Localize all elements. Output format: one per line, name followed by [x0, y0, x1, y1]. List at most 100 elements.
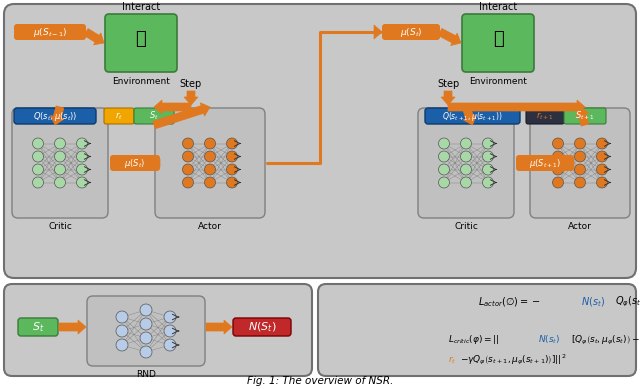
Text: $\mu(S_t)$: $\mu(S_t)$: [124, 156, 145, 170]
Text: Fig. 1: The overview of NSR.: Fig. 1: The overview of NSR.: [247, 376, 393, 386]
FancyBboxPatch shape: [564, 108, 606, 124]
FancyBboxPatch shape: [134, 108, 174, 124]
Circle shape: [116, 339, 128, 351]
FancyBboxPatch shape: [462, 14, 534, 72]
Circle shape: [140, 346, 152, 358]
Polygon shape: [448, 100, 585, 114]
Polygon shape: [59, 320, 86, 334]
Text: Environment: Environment: [112, 77, 170, 86]
Circle shape: [483, 177, 493, 188]
FancyBboxPatch shape: [87, 296, 205, 366]
Circle shape: [54, 164, 65, 175]
Circle shape: [438, 151, 449, 162]
Text: $r_t$: $r_t$: [448, 354, 456, 366]
Circle shape: [552, 138, 563, 149]
Circle shape: [461, 177, 472, 188]
Circle shape: [182, 151, 193, 162]
Circle shape: [54, 151, 65, 162]
Polygon shape: [206, 320, 232, 334]
Text: $[Q_{\varphi}\left(s_t,\mu_{\varphi}(s_t)\right) - $: $[Q_{\varphi}\left(s_t,\mu_{\varphi}(s_t…: [571, 333, 640, 347]
Text: $\mu(S_{t+1})$: $\mu(S_{t+1})$: [529, 156, 561, 170]
Circle shape: [596, 151, 607, 162]
FancyBboxPatch shape: [425, 108, 520, 124]
Text: Interact: Interact: [122, 2, 160, 12]
FancyBboxPatch shape: [418, 108, 514, 218]
Polygon shape: [441, 91, 455, 105]
Text: $N(S_t)$: $N(S_t)$: [248, 320, 276, 334]
Circle shape: [227, 177, 237, 188]
Circle shape: [575, 138, 586, 149]
Polygon shape: [438, 28, 461, 46]
Circle shape: [438, 177, 449, 188]
Circle shape: [227, 164, 237, 175]
Circle shape: [140, 332, 152, 344]
Circle shape: [575, 151, 586, 162]
Circle shape: [483, 164, 493, 175]
FancyBboxPatch shape: [318, 284, 636, 376]
Text: $N(s_t)$: $N(s_t)$: [538, 334, 561, 346]
Polygon shape: [154, 100, 191, 114]
FancyBboxPatch shape: [14, 108, 96, 124]
Circle shape: [33, 151, 44, 162]
Circle shape: [461, 151, 472, 162]
Circle shape: [33, 164, 44, 175]
Text: Actor: Actor: [568, 222, 592, 231]
Circle shape: [77, 164, 88, 175]
Text: $Q(s_{t+1},\mu(s_{t+1}))$: $Q(s_{t+1},\mu(s_{t+1}))$: [442, 109, 503, 123]
Circle shape: [54, 177, 65, 188]
Circle shape: [205, 138, 216, 149]
Polygon shape: [374, 25, 382, 39]
Text: Step: Step: [180, 79, 202, 89]
FancyBboxPatch shape: [516, 155, 574, 171]
Text: $- \gamma Q_{\varphi}\left(s_{t+1},\mu_{\varphi}(s_{t+1})\right)]||^2$: $- \gamma Q_{\varphi}\left(s_{t+1},\mu_{…: [460, 353, 566, 367]
Circle shape: [575, 177, 586, 188]
FancyBboxPatch shape: [526, 108, 564, 124]
Text: Critic: Critic: [454, 222, 478, 231]
Circle shape: [227, 151, 237, 162]
Circle shape: [483, 151, 493, 162]
Polygon shape: [84, 28, 104, 45]
Circle shape: [33, 138, 44, 149]
Circle shape: [596, 177, 607, 188]
Text: 🦾: 🦾: [136, 30, 147, 48]
Text: $r_{t+1}$: $r_{t+1}$: [536, 110, 554, 122]
Text: Environment: Environment: [469, 77, 527, 86]
Polygon shape: [51, 106, 64, 125]
Circle shape: [438, 164, 449, 175]
Text: $S_{t+1}$: $S_{t+1}$: [575, 110, 595, 122]
Text: $Q_{\varphi}(s_t,\mu_{\varphi}(s_t))$: $Q_{\varphi}(s_t,\mu_{\varphi}(s_t))$: [615, 295, 640, 309]
Circle shape: [227, 138, 237, 149]
Text: Actor: Actor: [198, 222, 222, 231]
Circle shape: [596, 164, 607, 175]
Circle shape: [164, 325, 176, 337]
Circle shape: [33, 177, 44, 188]
Text: $L_{actor}(\emptyset) = -$: $L_{actor}(\emptyset) = -$: [478, 295, 540, 309]
Circle shape: [116, 325, 128, 337]
Text: RND: RND: [136, 370, 156, 379]
Circle shape: [483, 138, 493, 149]
Circle shape: [552, 164, 563, 175]
FancyBboxPatch shape: [4, 284, 312, 376]
Circle shape: [140, 304, 152, 316]
Polygon shape: [462, 106, 476, 125]
FancyBboxPatch shape: [105, 14, 177, 72]
FancyBboxPatch shape: [155, 108, 265, 218]
Circle shape: [54, 138, 65, 149]
Circle shape: [461, 164, 472, 175]
Text: $Q(s_t,\mu(s_t))$: $Q(s_t,\mu(s_t))$: [33, 109, 77, 123]
Text: $\mu(S_t)$: $\mu(S_t)$: [400, 26, 422, 39]
Circle shape: [77, 177, 88, 188]
Text: Step: Step: [437, 79, 459, 89]
Circle shape: [77, 138, 88, 149]
Circle shape: [552, 151, 563, 162]
Circle shape: [182, 177, 193, 188]
Circle shape: [552, 177, 563, 188]
Polygon shape: [575, 107, 589, 126]
Text: $r_t$: $r_t$: [115, 110, 123, 122]
Circle shape: [116, 311, 128, 323]
Polygon shape: [517, 156, 574, 170]
Circle shape: [164, 311, 176, 323]
FancyBboxPatch shape: [110, 155, 160, 171]
FancyBboxPatch shape: [18, 318, 58, 336]
Circle shape: [205, 151, 216, 162]
